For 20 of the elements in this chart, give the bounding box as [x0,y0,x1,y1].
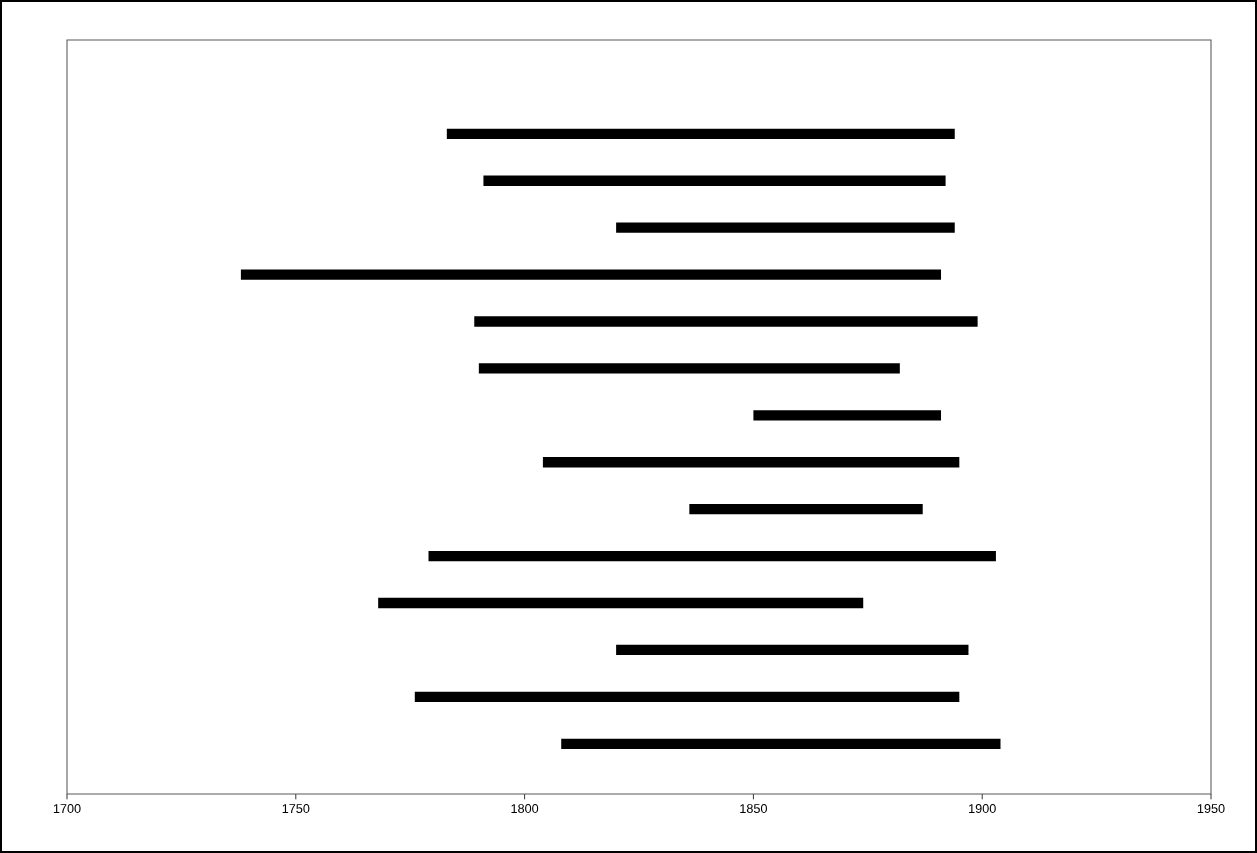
x-tick-label: 1850 [740,804,767,814]
bar [689,504,923,515]
x-tick-label: 1750 [282,804,310,814]
bar [478,363,900,374]
x-tick-label: 1800 [511,804,539,814]
bar [378,597,864,609]
bar [446,128,955,139]
bar [616,222,955,233]
bar [414,691,960,703]
bar [240,269,942,280]
bar [616,644,969,656]
bar [542,457,960,468]
bar [561,738,1001,749]
bar [483,175,946,186]
bar [428,550,996,562]
bar [753,410,942,421]
bar [474,316,978,327]
x-tick-label: 1700 [53,804,81,814]
x-tick-label: 1900 [969,804,996,814]
x-tick-label: 1950 [1197,804,1225,814]
